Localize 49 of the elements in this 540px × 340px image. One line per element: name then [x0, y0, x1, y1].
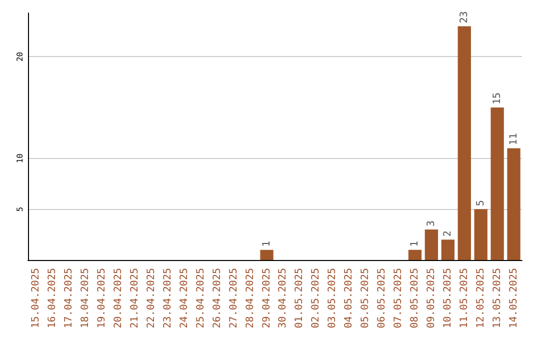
x-tick-label: 07.05.2025 [393, 268, 404, 328]
data-label: 3 [426, 220, 437, 227]
x-tick-label: 11.05.2025 [458, 268, 470, 328]
x-tick-label: 16.04.2025 [47, 268, 58, 328]
x-tick-label: 23.04.2025 [162, 268, 174, 328]
x-tick-label: 15.04.2025 [30, 268, 42, 328]
x-tick-label: 03.05.2025 [327, 268, 338, 328]
data-label: 11 [508, 133, 520, 146]
x-tick-label: 05.05.2025 [360, 268, 372, 328]
x-tick-label: 08.05.2025 [409, 268, 420, 328]
bar [490, 108, 504, 260]
x-tick-label: 09.05.2025 [426, 268, 437, 328]
bar [507, 148, 520, 260]
y-tick-label: 10 [16, 153, 24, 164]
x-tick-label: 20.04.2025 [113, 268, 124, 328]
data-label: 15 [492, 92, 503, 105]
bar [458, 26, 471, 260]
x-tick-label: 25.04.2025 [195, 268, 206, 328]
x-tick-label: 26.04.2025 [212, 268, 223, 328]
data-label: 2 [442, 230, 454, 237]
y-tick-label: 20 [16, 52, 24, 62]
x-tick-label: 24.04.2025 [178, 268, 190, 328]
x-tick-label: 14.05.2025 [508, 268, 520, 328]
bar [424, 230, 438, 260]
data-label: 1 [409, 240, 420, 247]
data-label: 23 [458, 11, 470, 24]
x-tick-label: 18.04.2025 [80, 268, 92, 328]
x-tick-label: 21.04.2025 [130, 268, 141, 328]
data-label: 1 [261, 240, 272, 247]
x-tick-label: 10.05.2025 [442, 268, 454, 328]
bar [408, 250, 422, 260]
x-tick-label: 22.04.2025 [146, 268, 157, 328]
bar [474, 209, 488, 260]
data-label: 5 [475, 200, 486, 206]
x-tick-label: 29.04.2025 [261, 268, 272, 328]
x-tick-label: 01.05.2025 [294, 268, 306, 328]
y-tick-label: 5 [16, 206, 24, 212]
x-tick-label: 27.04.2025 [228, 268, 240, 328]
bar [441, 240, 454, 260]
x-tick-label: 30.04.2025 [278, 268, 289, 328]
x-tick-label: 13.05.2025 [492, 268, 503, 328]
x-tick-label: 02.05.2025 [310, 268, 322, 328]
x-tick-label: 19.04.2025 [96, 268, 108, 328]
x-tick-label: 28.04.2025 [244, 268, 256, 328]
x-tick-label: 04.05.2025 [344, 268, 355, 328]
bar [260, 250, 274, 260]
x-tick-label: 17.04.2025 [64, 268, 75, 328]
x-tick-label: 12.05.2025 [475, 268, 486, 328]
x-tick-label: 06.05.2025 [376, 268, 388, 328]
